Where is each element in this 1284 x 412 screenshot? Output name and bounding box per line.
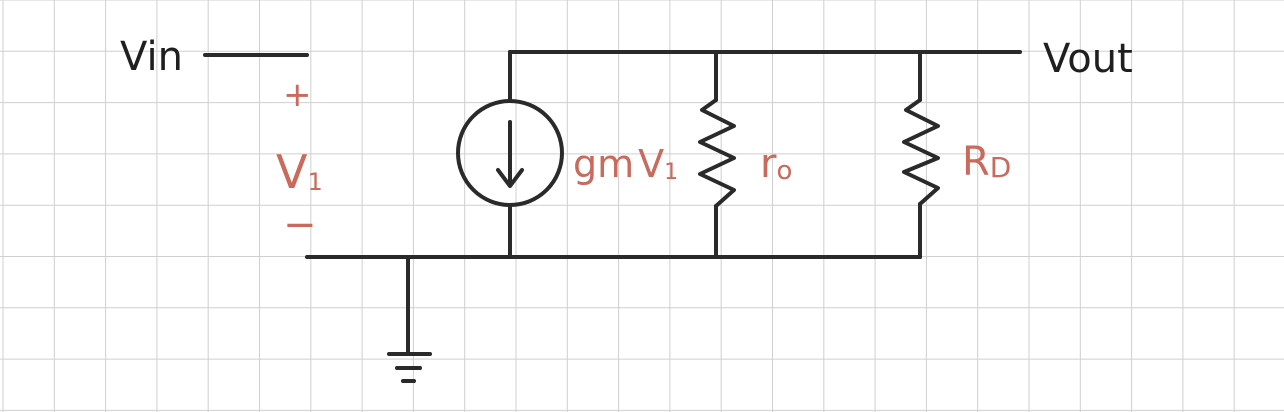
ground-symbol — [387, 352, 432, 383]
current-source — [456, 99, 564, 207]
resistor-ro — [698, 98, 736, 208]
circuit-wires — [203, 50, 1022, 354]
v1-label: V1 — [276, 145, 323, 199]
ro-label: ro — [760, 141, 792, 187]
vin-label: Vin — [120, 34, 183, 80]
vout-label: Vout — [1043, 36, 1133, 82]
minus-sign: − — [283, 202, 317, 248]
current-source-circle — [456, 99, 564, 207]
resistor-rd — [902, 98, 940, 206]
rd-label: RD — [962, 139, 1011, 185]
plus-sign: + — [283, 75, 312, 115]
gm-v1-label: gm V1 — [573, 142, 678, 186]
down-arrow-icon — [496, 120, 524, 188]
